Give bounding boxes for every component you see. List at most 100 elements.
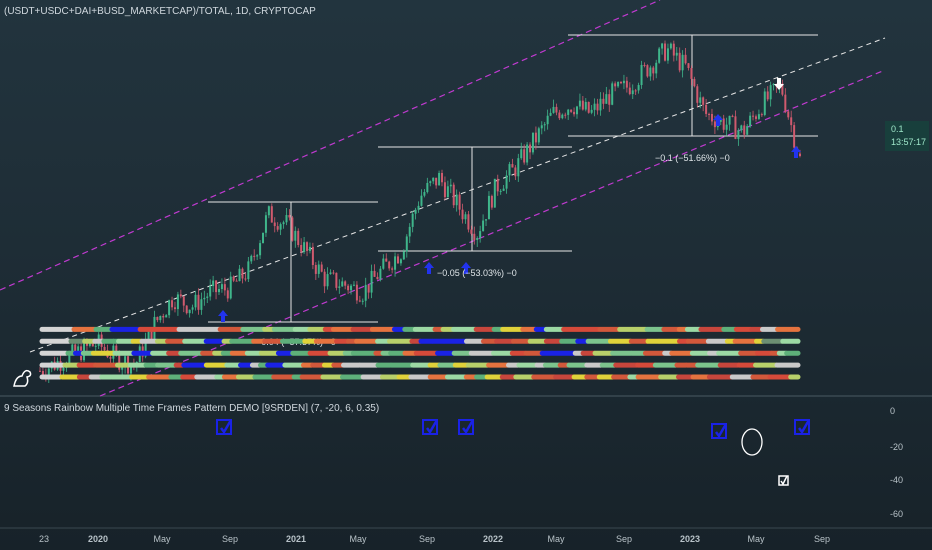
candle-body	[608, 94, 611, 105]
candle-body	[543, 124, 546, 126]
candle-body	[173, 307, 176, 310]
candle-body	[314, 264, 317, 274]
candle-body	[599, 98, 602, 111]
candle-body	[567, 109, 570, 115]
candle-body	[259, 243, 262, 256]
candle-body	[429, 181, 432, 183]
candle-body	[279, 224, 282, 230]
candle-body	[514, 167, 517, 177]
candle-body	[705, 104, 708, 114]
candle-body	[725, 124, 728, 130]
candle-body	[772, 83, 775, 86]
checkbox-icon	[794, 419, 811, 435]
candle-body	[728, 115, 731, 125]
candle-body	[156, 316, 159, 321]
candle-body	[681, 54, 684, 71]
candle-body	[147, 329, 150, 340]
candle-body	[749, 115, 752, 127]
x-tick-label: 2023	[680, 534, 700, 544]
candle-body	[757, 114, 760, 119]
candle-body	[264, 215, 267, 233]
candle-body	[502, 188, 505, 191]
candle-body	[171, 300, 174, 308]
candle-body	[103, 346, 106, 351]
candle-body	[575, 106, 578, 115]
candle-body	[270, 206, 273, 223]
candle-body	[631, 90, 634, 95]
candle-body	[784, 94, 787, 112]
indicator-title: 9 Seasons Rainbow Multiple Time Frames P…	[4, 403, 380, 414]
x-axis: 23 2020 May Sep 2021 May Sep 2022 May Sep 2023 May S…	[39, 534, 830, 544]
measure-label: −0.1 (−51.66%) −0	[655, 153, 730, 163]
candle-body	[276, 226, 279, 230]
candle-body	[740, 125, 743, 131]
candle-body	[531, 132, 534, 153]
candle-body	[235, 280, 238, 282]
candle-body	[464, 214, 467, 220]
candle-body	[165, 315, 168, 318]
candle-body	[452, 184, 455, 206]
candle-body	[423, 192, 426, 196]
candle-body	[115, 345, 118, 353]
x-tick-label: 23	[39, 534, 49, 544]
candle-body	[194, 294, 197, 308]
candle-body	[405, 236, 408, 252]
price-value: 0.1	[891, 124, 904, 134]
candle-body	[458, 194, 461, 210]
candle-body	[300, 245, 303, 252]
candle-body	[526, 144, 529, 163]
measure-box-2020	[208, 201, 378, 323]
candle-body	[596, 103, 599, 111]
candle-body	[382, 258, 385, 269]
candle-body	[176, 294, 179, 310]
candle-body	[118, 352, 121, 370]
candle-body	[238, 268, 241, 282]
candle-body	[282, 222, 285, 225]
candle-body	[414, 209, 417, 214]
candle-body	[555, 106, 558, 113]
candle-body	[669, 43, 672, 49]
candle-body	[91, 343, 94, 347]
candle-body	[713, 121, 716, 128]
candle-body	[308, 246, 311, 251]
candle-body	[391, 268, 394, 270]
candle-body	[364, 284, 367, 301]
x-tick-label: May	[547, 534, 565, 544]
candle-body	[329, 272, 332, 275]
candle-body	[461, 209, 464, 220]
candle-body	[71, 344, 74, 353]
candle-body	[690, 67, 693, 79]
candle-body	[523, 149, 526, 163]
arrow-up-icon	[218, 310, 228, 322]
candle-body	[197, 294, 200, 310]
checkbox-icon	[778, 475, 789, 486]
candle-body	[341, 281, 344, 287]
candle-body	[185, 305, 188, 314]
logo-icon	[13, 369, 32, 387]
candle-body	[470, 229, 473, 234]
candle-body	[212, 280, 215, 287]
candle-body	[643, 64, 646, 66]
y-tick-label: -20	[890, 442, 903, 452]
candle-body	[370, 270, 373, 293]
candle-body	[581, 100, 584, 110]
candle-body	[649, 67, 652, 77]
candle-body	[347, 285, 350, 291]
x-tick-label: May	[349, 534, 367, 544]
candle-body	[394, 256, 397, 270]
candle-body	[262, 232, 265, 244]
candle-body	[358, 300, 361, 302]
y-tick-label: -40	[890, 475, 903, 485]
candle-body	[162, 315, 165, 318]
x-tick-label: Sep	[222, 534, 238, 544]
candle-body	[441, 172, 444, 183]
candle-body	[763, 91, 766, 115]
channel-lower-line	[99, 69, 886, 397]
candle-body	[799, 153, 801, 157]
x-tick-label: May	[747, 534, 765, 544]
candle-body	[617, 81, 620, 87]
candle-body	[285, 215, 288, 223]
candle-body	[121, 366, 124, 370]
candle-body	[39, 370, 41, 372]
candle-body	[229, 276, 232, 299]
